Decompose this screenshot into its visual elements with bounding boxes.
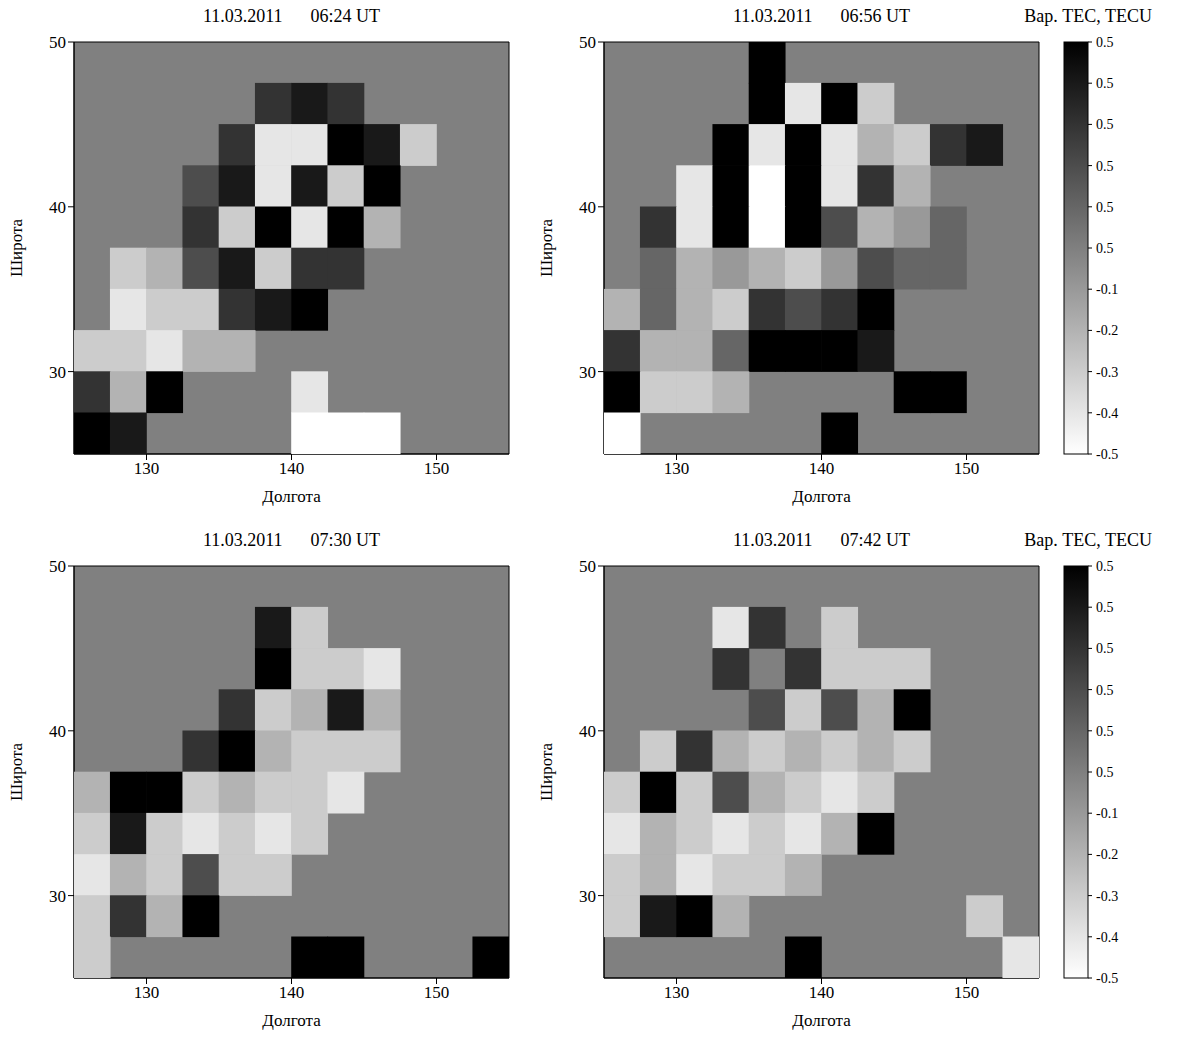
html-text:11.03.2011: 11.03.2011 xyxy=(202,6,283,26)
svg-text:150: 150 xyxy=(424,459,450,478)
svg-text:Долгота: Долгота xyxy=(792,1011,851,1030)
svg-text:Долгота: Долгота xyxy=(792,487,851,506)
svg-text:150: 150 xyxy=(954,459,980,478)
svg-text:0.5: 0.5 xyxy=(1096,641,1114,656)
svg-text:30: 30 xyxy=(49,887,66,906)
html-text:07:30 UT: 07:30 UT xyxy=(310,530,381,550)
html-text:11.03.2011: 11.03.2011 xyxy=(732,530,813,550)
svg-text:-0.1: -0.1 xyxy=(1096,282,1118,297)
svg-text:50: 50 xyxy=(49,33,66,52)
svg-text:130: 130 xyxy=(134,983,160,1002)
svg-text:0.5: 0.5 xyxy=(1096,241,1114,256)
html-text:07:42 UT: 07:42 UT xyxy=(840,530,911,550)
html-text:11.03.2011: 11.03.2011 xyxy=(202,530,283,550)
svg-text:-0.3: -0.3 xyxy=(1096,365,1118,380)
svg-text:0.5: 0.5 xyxy=(1096,724,1114,739)
svg-text:-0.5: -0.5 xyxy=(1096,971,1118,986)
svg-text:Долгота: Долгота xyxy=(262,487,321,506)
svg-text:40: 40 xyxy=(579,198,596,217)
html-text:Вар. TEC, TECU: Вар. TEC, TECU xyxy=(1024,530,1152,550)
svg-text:40: 40 xyxy=(49,198,66,217)
svg-text:-0.2: -0.2 xyxy=(1096,323,1118,338)
svg-text:50: 50 xyxy=(579,33,596,52)
svg-text:Широта: Широта xyxy=(7,742,26,801)
svg-text:Долгота: Долгота xyxy=(262,1011,321,1030)
svg-text:0.5: 0.5 xyxy=(1096,76,1114,91)
svg-text:140: 140 xyxy=(809,983,835,1002)
svg-text:30: 30 xyxy=(579,887,596,906)
svg-text:30: 30 xyxy=(579,363,596,382)
svg-text:Широта: Широта xyxy=(7,218,26,277)
svg-text:50: 50 xyxy=(579,557,596,576)
html-text:Вар. TEC, TECU: Вар. TEC, TECU xyxy=(1024,6,1152,26)
html-text:06:24 UT: 06:24 UT xyxy=(310,6,381,26)
svg-text:30: 30 xyxy=(49,363,66,382)
svg-text:140: 140 xyxy=(279,983,305,1002)
svg-text:0.5: 0.5 xyxy=(1096,600,1114,615)
svg-text:-0.2: -0.2 xyxy=(1096,847,1118,862)
svg-text:-0.1: -0.1 xyxy=(1096,806,1118,821)
svg-text:140: 140 xyxy=(279,459,305,478)
svg-text:0.5: 0.5 xyxy=(1096,200,1114,215)
html-text:06:56 UT: 06:56 UT xyxy=(840,6,911,26)
svg-text:40: 40 xyxy=(49,722,66,741)
svg-text:0.5: 0.5 xyxy=(1096,117,1114,132)
svg-text:40: 40 xyxy=(579,722,596,741)
svg-text:0.5: 0.5 xyxy=(1096,159,1114,174)
svg-text:140: 140 xyxy=(809,459,835,478)
svg-text:0.5: 0.5 xyxy=(1096,683,1114,698)
svg-text:-0.4: -0.4 xyxy=(1096,930,1118,945)
svg-text:0.5: 0.5 xyxy=(1096,765,1114,780)
svg-text:130: 130 xyxy=(664,459,690,478)
svg-text:Широта: Широта xyxy=(537,218,556,277)
svg-text:-0.4: -0.4 xyxy=(1096,406,1118,421)
svg-text:50: 50 xyxy=(49,557,66,576)
svg-text:150: 150 xyxy=(424,983,450,1002)
svg-text:130: 130 xyxy=(134,459,160,478)
svg-text:130: 130 xyxy=(664,983,690,1002)
html-text:11.03.2011: 11.03.2011 xyxy=(732,6,813,26)
svg-text:0.5: 0.5 xyxy=(1096,559,1114,574)
svg-text:Широта: Широта xyxy=(537,742,556,801)
svg-text:-0.5: -0.5 xyxy=(1096,447,1118,462)
svg-text:0.5: 0.5 xyxy=(1096,35,1114,50)
svg-text:-0.3: -0.3 xyxy=(1096,889,1118,904)
svg-text:150: 150 xyxy=(954,983,980,1002)
